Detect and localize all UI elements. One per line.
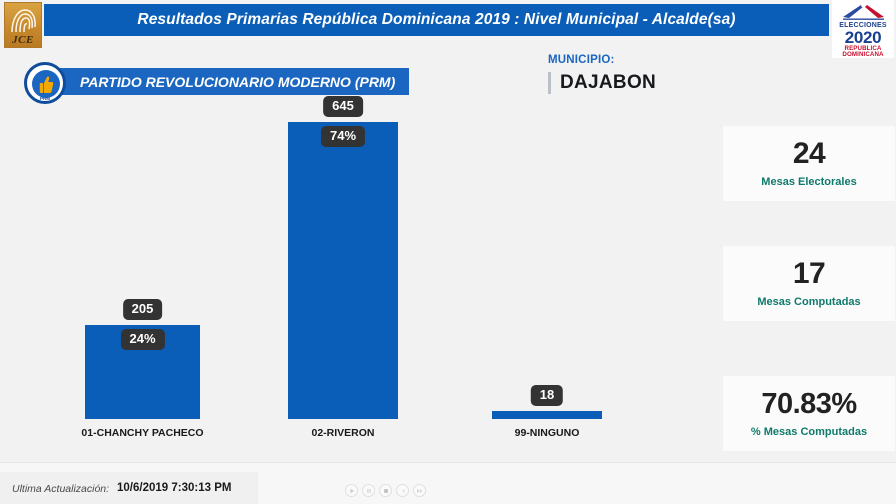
next-icon[interactable] — [413, 484, 426, 497]
previous-icon[interactable] — [396, 484, 409, 497]
stat-label: Mesas Computadas — [757, 296, 861, 308]
stat-label: Mesas Electorales — [761, 176, 857, 188]
elec-logo-line3: REPUBLICA — [844, 45, 882, 52]
jce-logo: JCE — [4, 2, 42, 48]
prm-party-seal: PRM — [24, 62, 66, 104]
bar-category-label: 01-CHANCHY PACHECO — [81, 427, 204, 439]
municipality-accent-bar — [548, 72, 551, 94]
bar-group[interactable]: 18 99-NINGUNO — [492, 385, 602, 439]
elec-logo-year: 2020 — [844, 28, 882, 47]
municipality-value-row: DAJABON — [548, 72, 656, 94]
elec-logo-line4: DOMINICANA — [842, 51, 884, 59]
prm-seal-text: PRM — [40, 96, 50, 101]
footer-strip — [0, 472, 258, 504]
fingerprint-icon — [11, 9, 36, 33]
elecciones-2020-logo: ELECCIONES 2020 REPUBLICA DOMINICANA — [832, 0, 894, 58]
bar-rect[interactable] — [492, 411, 602, 419]
playback-controls[interactable] — [345, 484, 426, 497]
footer-bar: Ultima Actualización: 10/6/2019 7:30:13 … — [0, 462, 896, 504]
bar-category-label: 02-RIVERON — [311, 427, 375, 439]
bar-value-badge: 645 — [323, 96, 363, 117]
municipality-value: DAJABON — [560, 72, 657, 93]
elec-logo-line1: ELECCIONES — [839, 22, 887, 29]
jce-logo-text: JCE — [12, 34, 34, 46]
page-title: Resultados Primarias República Dominican… — [137, 11, 736, 28]
municipality-block: MUNICIPIO: DAJABON — [548, 54, 656, 94]
bar-group[interactable]: 205 24% 01-CHANCHY PACHECO — [81, 299, 204, 439]
party-name: PARTIDO REVOLUCIONARIO MODERNO (PRM) — [80, 73, 396, 90]
prm-seal-inner — [32, 70, 60, 98]
bar-rect[interactable] — [288, 122, 398, 419]
stop-icon[interactable] — [379, 484, 392, 497]
last-update-label: Ultima Actualización: — [12, 483, 110, 495]
bar-percent-badge: 24% — [120, 329, 165, 350]
bar-category-label: 99-NINGUNO — [514, 427, 580, 439]
stat-card-pct-mesas-computadas: 70.83% % Mesas Computadas — [723, 376, 895, 451]
thumbs-up-icon — [39, 76, 53, 93]
page-title-bar: Resultados Primarias República Dominican… — [44, 4, 829, 36]
last-update-value: 10/6/2019 7:30:13 PM — [117, 482, 232, 494]
stat-value: 70.83% — [761, 387, 857, 420]
bar-value-badge: 205 — [122, 299, 163, 320]
stat-label: % Mesas Computadas — [750, 425, 868, 438]
party-banner: PARTIDO REVOLUCIONARIO MODERNO (PRM) — [48, 68, 410, 95]
stat-value: 17 — [792, 257, 826, 290]
bar-value-badge: 18 — [530, 385, 564, 406]
municipality-label: MUNICIPIO: — [548, 54, 615, 66]
results-bar-chart: 205 24% 01-CHANCHY PACHECO 645 74% 02-RIVERON… — [0, 96, 712, 455]
bar-group[interactable]: 645 74% 02-RIVERON — [288, 96, 398, 439]
stat-value: 24 — [792, 137, 826, 170]
stat-card-mesas-computadas: 17 Mesas Computadas — [723, 246, 895, 321]
bar-percent-badge: 74% — [320, 126, 366, 147]
dominican-flag-icon — [843, 4, 884, 20]
stat-card-mesas-electorales: 24 Mesas Electorales — [723, 126, 895, 201]
pause-icon[interactable] — [362, 484, 375, 497]
play-icon[interactable] — [345, 484, 358, 497]
